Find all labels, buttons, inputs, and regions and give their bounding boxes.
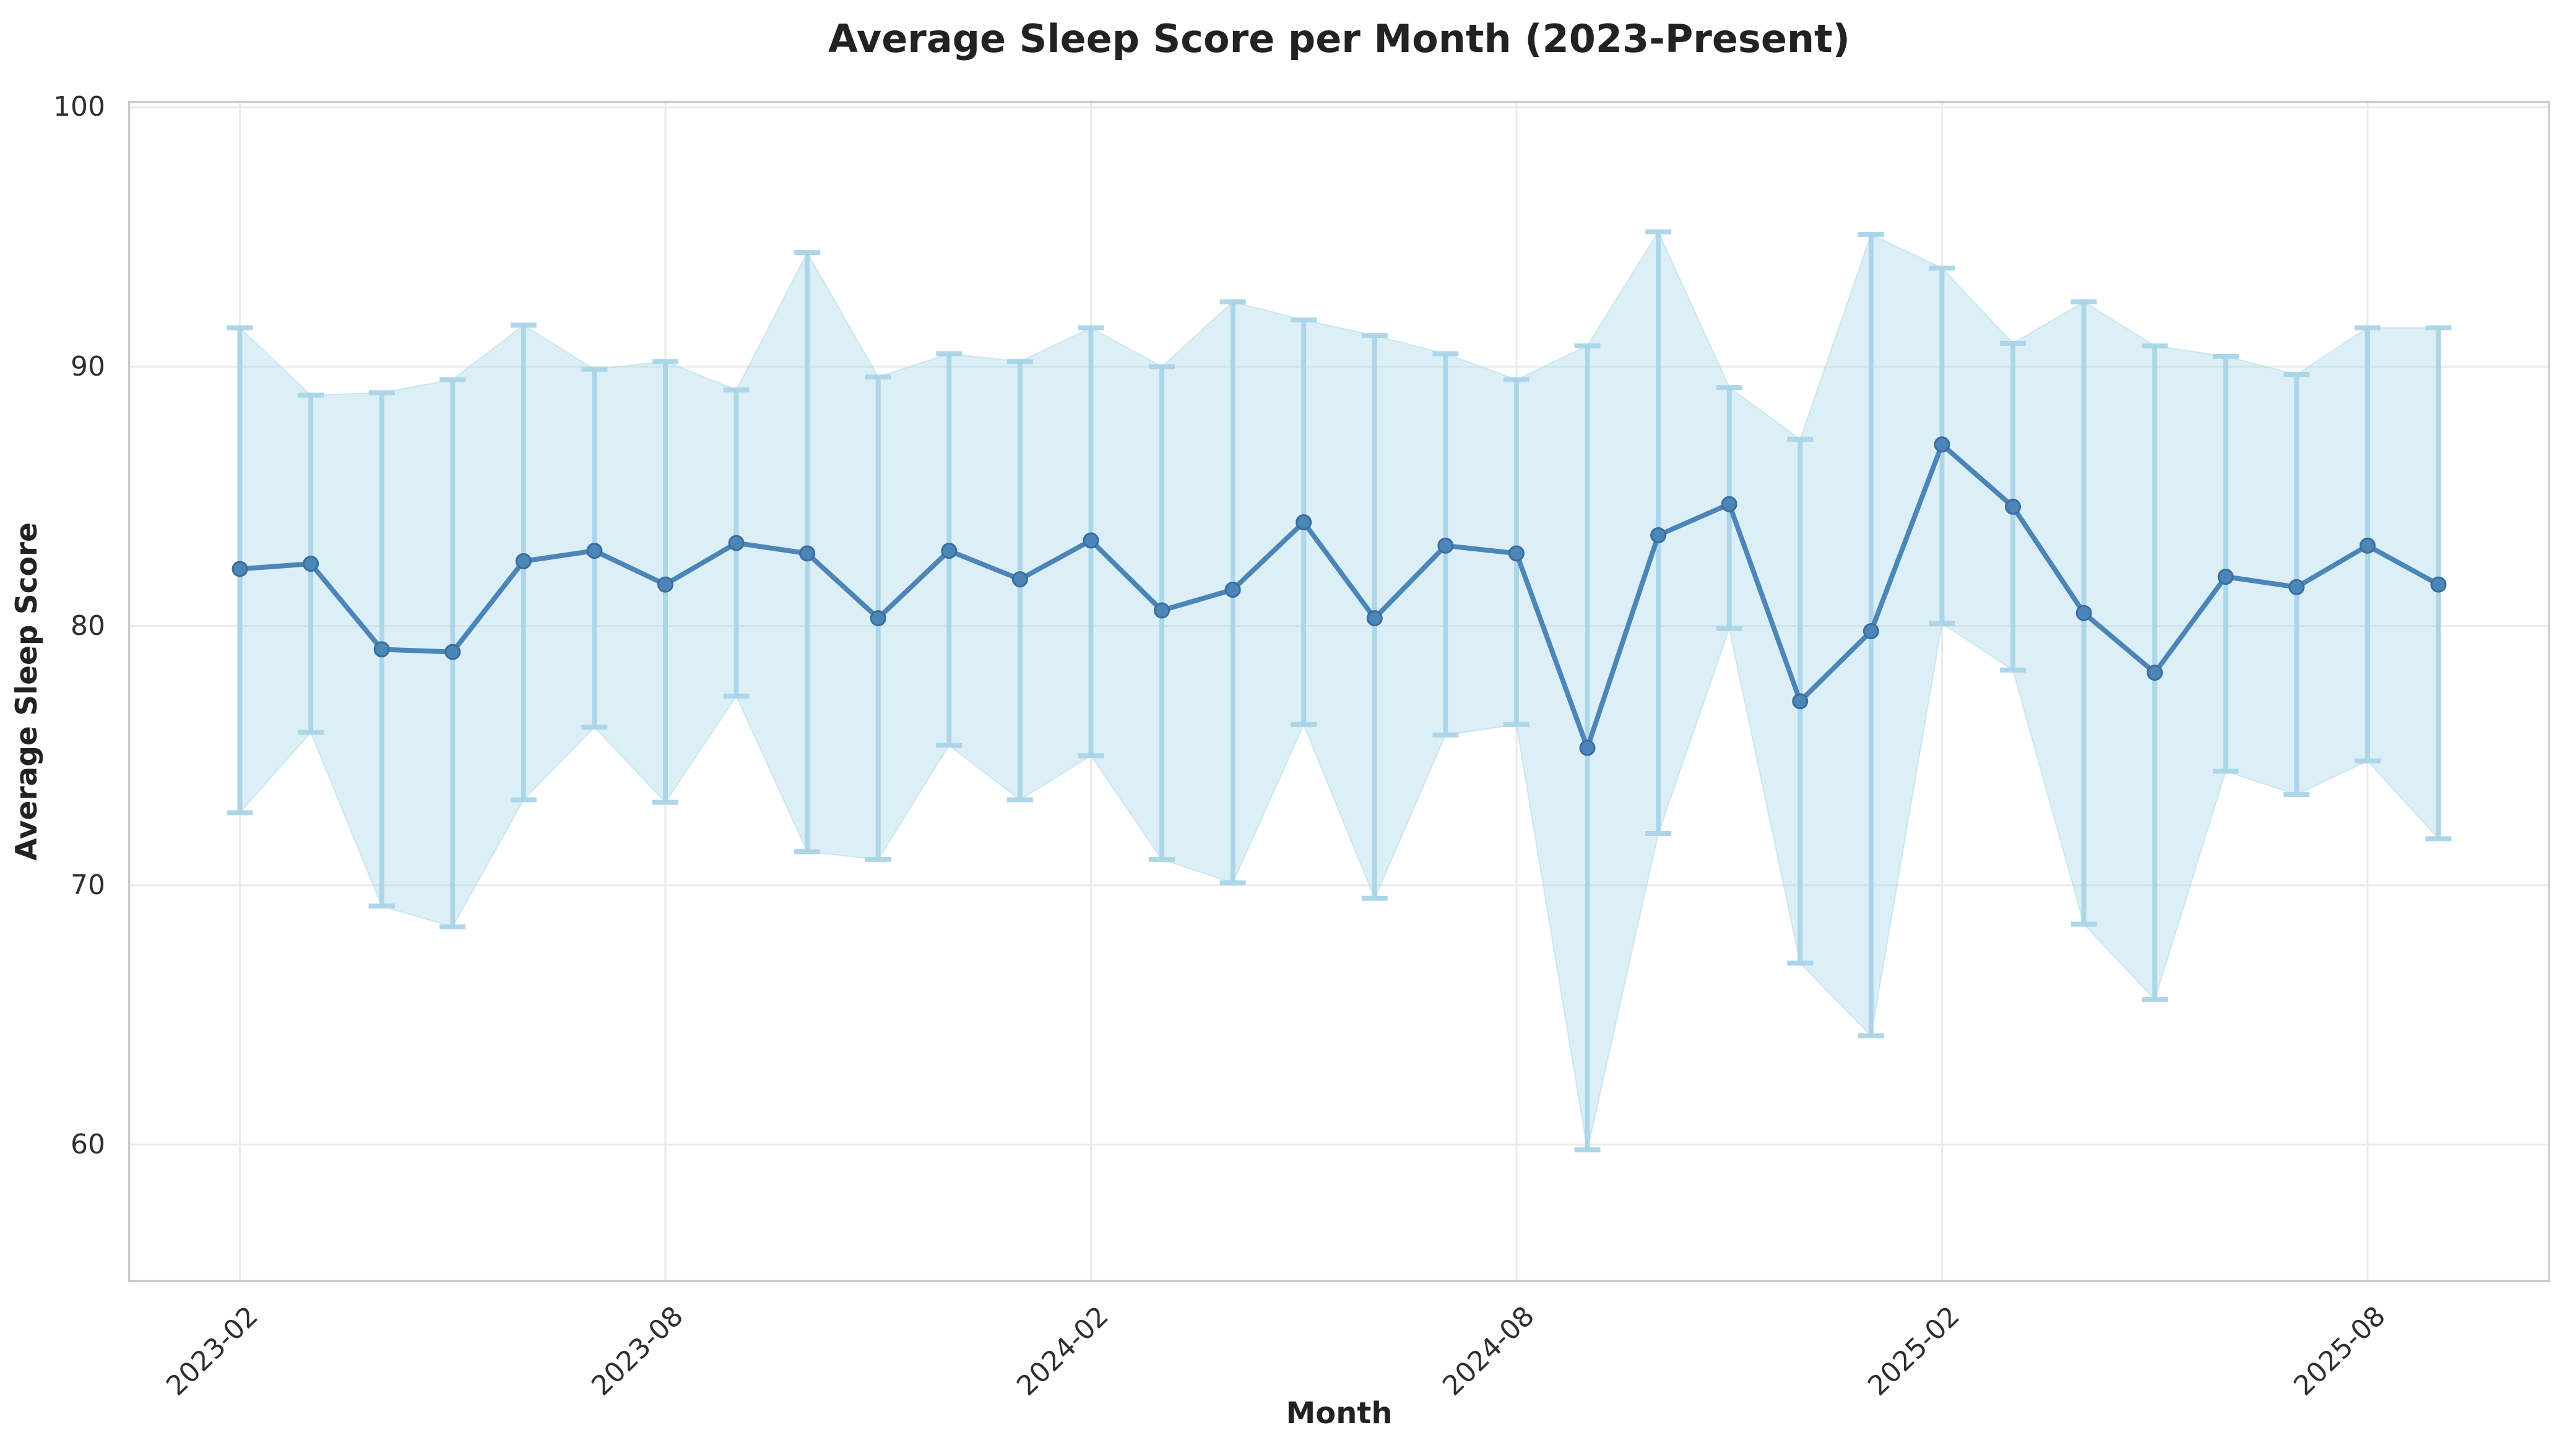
data-point-marker — [2147, 665, 2163, 681]
mean-line — [237, 442, 2441, 751]
data-point-marker — [1083, 532, 1099, 549]
data-point-marker — [941, 543, 958, 559]
x-tick-label: 2023-02 — [160, 1300, 264, 1402]
y-axis-title: Average Sleep Score — [5, 101, 48, 1282]
x-tick-label: 2023-08 — [586, 1300, 690, 1402]
plot-area — [128, 101, 2550, 1282]
x-axis-title: Month — [1286, 1396, 1393, 1431]
confidence-band — [239, 230, 2439, 1150]
data-point-marker — [1011, 571, 1028, 588]
data-point-marker — [2430, 576, 2447, 593]
data-point-marker — [2075, 605, 2092, 621]
data-point-marker — [1863, 623, 1879, 640]
data-point-marker — [1721, 496, 1737, 512]
y-tick-label: 80 — [71, 610, 105, 642]
x-tick-label: 2024-02 — [1011, 1300, 1115, 1402]
data-point-marker — [1650, 527, 1667, 543]
data-point-marker — [444, 644, 461, 660]
data-point-marker — [2359, 537, 2376, 554]
data-point-marker — [1792, 693, 1809, 710]
data-point-marker — [1296, 514, 1312, 531]
data-point-marker — [657, 576, 673, 593]
y-tick-label: 70 — [71, 869, 105, 901]
data-point-marker — [1437, 537, 1454, 554]
data-point-marker — [586, 543, 603, 559]
data-point-marker — [799, 545, 816, 562]
y-tick-label: 60 — [71, 1128, 105, 1160]
data-point-marker — [231, 561, 248, 577]
y-tick-label: 100 — [53, 91, 105, 123]
data-point-marker — [2005, 498, 2022, 515]
data-point-marker — [1508, 545, 1525, 562]
data-point-marker — [2217, 569, 2234, 585]
data-point-marker — [303, 556, 319, 572]
plot-spine — [128, 101, 2550, 1282]
data-point-marker — [515, 553, 532, 569]
chart-title: Average Sleep Score per Month (2023-Pres… — [828, 16, 1850, 61]
data-point-marker — [1934, 436, 1950, 453]
data-point-marker — [2288, 579, 2305, 595]
data-point-marker — [728, 535, 745, 551]
data-point-marker — [373, 641, 390, 658]
x-tick-label: 2025-08 — [2287, 1300, 2392, 1402]
x-tick-label: 2024-08 — [1436, 1300, 1541, 1402]
y-tick-label: 90 — [71, 350, 105, 382]
data-point-marker — [1579, 739, 1596, 756]
data-point-marker — [1154, 602, 1170, 619]
y-axis-title-text: Average Sleep Score — [9, 522, 44, 861]
data-point-marker — [1224, 582, 1241, 598]
data-point-marker — [870, 610, 886, 627]
data-point-marker — [1366, 610, 1383, 627]
x-tick-label: 2025-02 — [1862, 1300, 1966, 1402]
